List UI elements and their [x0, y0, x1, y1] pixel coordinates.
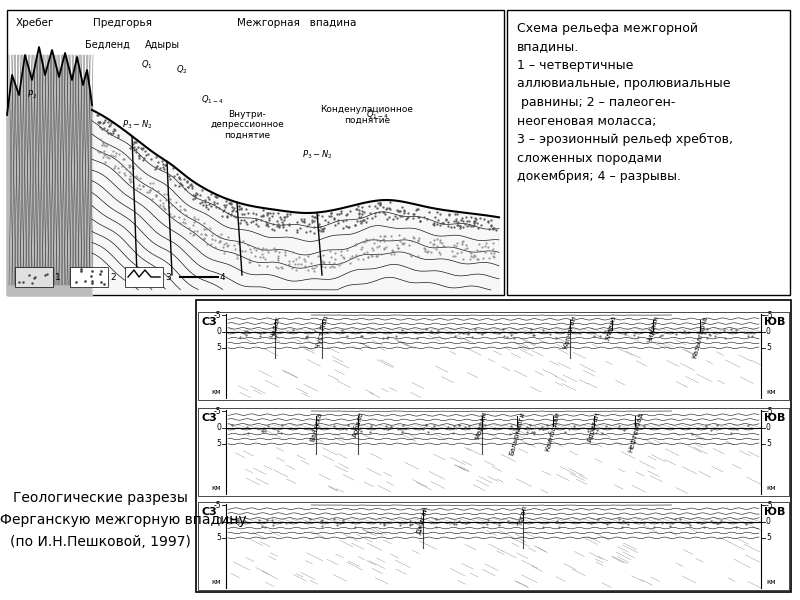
Text: Кагнаган: Кагнаган: [563, 315, 578, 350]
Text: $P_3-N_2$: $P_3-N_2$: [302, 149, 332, 161]
Text: 0: 0: [216, 423, 221, 432]
Text: км: км: [766, 579, 775, 585]
Text: $Q_1$: $Q_1$: [141, 59, 153, 71]
Text: $Q_{1-4}$: $Q_{1-4}$: [201, 94, 223, 106]
Text: км: км: [766, 389, 775, 395]
Bar: [196, 300, 791, 592]
Text: км: км: [211, 389, 221, 395]
Bar: [70, 267, 108, 287]
Text: -5: -5: [766, 501, 774, 510]
Text: Чимион: Чимион: [646, 315, 659, 343]
Bar: [507, 10, 790, 295]
Text: 5: 5: [216, 343, 221, 352]
Text: $Q_2$: $Q_2$: [176, 64, 188, 76]
Text: -5: -5: [766, 407, 774, 416]
Text: км: км: [211, 579, 221, 585]
Text: Предгорья: Предгорья: [93, 18, 151, 28]
Text: С3: С3: [202, 413, 218, 423]
Text: 5: 5: [766, 533, 771, 542]
Text: С3: С3: [202, 317, 218, 327]
Text: Тогап: Тогап: [518, 505, 529, 527]
Text: 0: 0: [766, 423, 771, 432]
Text: Внутри-
депрессионное
поднятие: Внутри- депрессионное поднятие: [210, 110, 284, 140]
Text: Чуст Пап: Чуст Пап: [315, 315, 330, 349]
Bar: [198, 502, 789, 590]
Text: ЮВ: ЮВ: [764, 413, 785, 423]
Bar: [125, 267, 163, 287]
Text: 0: 0: [216, 517, 221, 526]
Text: 0: 0: [766, 327, 771, 336]
Text: Адритан: Адритан: [587, 411, 601, 443]
Text: $Q_{1-4}$: $Q_{1-4}$: [366, 109, 389, 121]
Bar: [198, 408, 789, 496]
Text: Мадрам: Мадрам: [475, 411, 488, 440]
Bar: [15, 267, 53, 287]
Text: Нефтеабад: Нефтеабад: [626, 411, 644, 453]
Text: -5: -5: [766, 311, 774, 320]
Text: Конденулационное
поднятие: Конденулационное поднятие: [321, 105, 414, 124]
Bar: [198, 312, 789, 400]
Text: Балыркилги: Балыркилги: [509, 411, 526, 456]
Text: Схема рельефа межгорной
впадины.
1 – четвертичные
аллювиальные, пролювиальные
 р: Схема рельефа межгорной впадины. 1 – чет…: [517, 22, 733, 183]
Text: км: км: [766, 485, 775, 491]
Bar: [7, 10, 504, 295]
Text: 5: 5: [216, 439, 221, 448]
Text: 4: 4: [220, 272, 226, 281]
Text: Межгорная   впадина: Межгорная впадина: [238, 18, 357, 28]
Text: 0: 0: [766, 517, 771, 526]
Text: 1: 1: [55, 272, 61, 281]
Text: Каинбадам: Каинбадам: [544, 411, 561, 452]
Text: Хребег: Хребег: [16, 18, 54, 28]
Text: км: км: [211, 485, 221, 491]
Text: -5: -5: [214, 501, 221, 510]
Text: 0: 0: [216, 327, 221, 336]
Text: Хлавиз: Хлавиз: [606, 315, 618, 341]
Text: $P_2$: $P_2$: [27, 89, 37, 101]
Text: 5: 5: [216, 533, 221, 542]
Text: ЮВ: ЮВ: [764, 317, 785, 327]
Text: Чадак: Чадак: [269, 315, 281, 338]
Text: Казылгарча: Казылгарча: [692, 315, 709, 359]
Text: 3: 3: [165, 272, 170, 281]
Text: -5: -5: [214, 407, 221, 416]
Text: ЮВ: ЮВ: [764, 507, 785, 517]
Text: $P_3-N_2$: $P_3-N_2$: [122, 119, 152, 131]
Text: Джигай: Джигай: [416, 505, 430, 535]
Text: Арбале: Арбале: [351, 411, 364, 438]
Text: 5: 5: [766, 343, 771, 352]
Text: 5: 5: [766, 439, 771, 448]
Text: Адыры: Адыры: [145, 40, 179, 50]
Text: Геологические разрезы
через Ферганскую межгорную впадину
(по И.Н.Пешковой, 1997): Геологические разрезы через Ферганскую м…: [0, 491, 246, 548]
Text: С3: С3: [202, 507, 218, 517]
Text: -5: -5: [214, 311, 221, 320]
Text: Бедленд: Бедленд: [85, 40, 130, 50]
Text: Ванзиха: Ванзиха: [310, 411, 323, 442]
Text: 2: 2: [110, 272, 116, 281]
